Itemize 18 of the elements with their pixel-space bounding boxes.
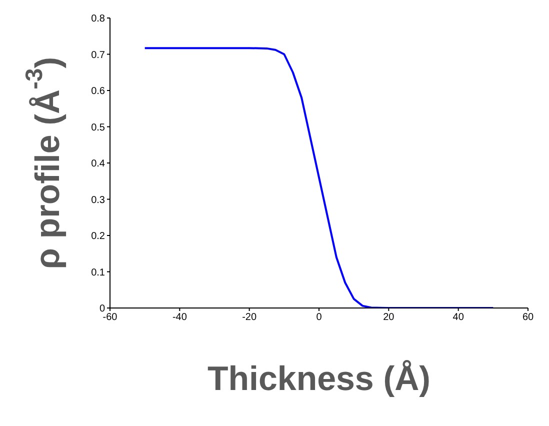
y-tick-label: 0.2 xyxy=(91,231,106,242)
x-tick-label: 20 xyxy=(383,312,395,324)
y-tick-label: 0.6 xyxy=(91,86,106,98)
x-tick-label: -40 xyxy=(172,312,188,324)
y-tick-label: 0.5 xyxy=(91,122,106,134)
x-tick-label: 40 xyxy=(452,312,464,324)
y-tick-label: 0.1 xyxy=(91,267,106,278)
y-tick-label: 0.3 xyxy=(91,194,106,206)
y-tick-label: 0 xyxy=(99,304,106,315)
x-tick-label: -60 xyxy=(102,312,118,324)
x-axis-title: Thickness (Å) xyxy=(208,360,430,398)
x-tick-label: 0 xyxy=(316,312,322,324)
y-tick-label: 0.8 xyxy=(91,14,106,25)
x-tick-label: 60 xyxy=(522,312,534,324)
line-series xyxy=(144,47,494,308)
y-tick-label: 0.4 xyxy=(91,158,106,170)
y-tick-label: 0.7 xyxy=(91,50,106,61)
x-tick-label: -20 xyxy=(242,312,257,324)
